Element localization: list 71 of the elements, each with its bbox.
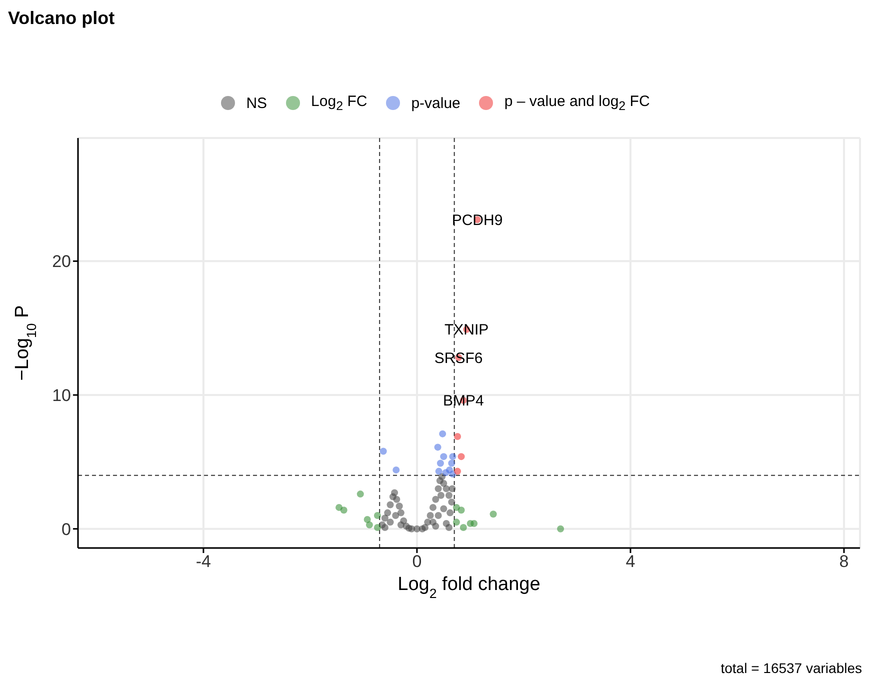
point <box>429 504 436 511</box>
point <box>366 521 373 528</box>
x-tick-label: -4 <box>196 552 212 572</box>
point <box>386 501 394 508</box>
point <box>380 448 387 455</box>
legend-label: NS <box>246 94 268 112</box>
point <box>446 509 454 516</box>
point <box>439 430 446 438</box>
point <box>391 489 398 496</box>
point <box>436 460 444 467</box>
point <box>454 433 462 440</box>
annotation: BMP4 <box>442 392 484 410</box>
point <box>440 480 448 487</box>
point <box>434 444 442 451</box>
point <box>442 485 450 492</box>
point <box>421 524 428 532</box>
point <box>386 518 394 526</box>
point <box>445 524 452 532</box>
point <box>374 512 381 519</box>
legend-label: p – value and log$_{2}$ FC <box>504 93 650 113</box>
point <box>432 522 440 530</box>
point <box>440 453 448 460</box>
point <box>434 485 442 492</box>
point <box>446 466 454 474</box>
point <box>374 524 381 532</box>
point <box>448 498 456 506</box>
point <box>397 521 404 528</box>
point <box>434 512 442 519</box>
x-axis-title: Log$_{2}$ fold change <box>398 574 540 600</box>
point <box>448 460 456 467</box>
point <box>381 524 388 532</box>
point <box>397 509 404 516</box>
point <box>437 492 444 499</box>
point <box>449 453 456 460</box>
point <box>454 468 462 475</box>
point <box>557 525 564 532</box>
point <box>460 524 467 532</box>
point <box>393 496 400 503</box>
legend-label: Log$_{2}$ FC <box>311 93 368 113</box>
point <box>392 512 400 519</box>
point <box>384 509 392 516</box>
point <box>356 490 364 498</box>
point <box>364 516 371 523</box>
annotation: SRSF6 <box>434 350 483 367</box>
point <box>336 504 343 511</box>
point <box>490 510 497 518</box>
point <box>470 520 478 528</box>
point <box>381 514 388 522</box>
y-tick-label: 0 <box>62 520 71 539</box>
legend-label: p-value <box>411 94 460 112</box>
point <box>426 512 434 519</box>
point <box>432 496 440 503</box>
point <box>396 502 403 510</box>
y-tick-label: 10 <box>52 386 71 406</box>
x-tick-label: 8 <box>839 552 849 572</box>
chart-title: Volcano plot <box>8 8 116 30</box>
annotation: TXNIP <box>444 322 489 339</box>
x-tick-label: 4 <box>626 552 636 572</box>
point <box>392 466 400 474</box>
x-tick-label: 0 <box>412 552 422 572</box>
annotation: PCDH9 <box>452 212 503 229</box>
point <box>448 485 456 492</box>
point <box>435 468 442 475</box>
point <box>452 518 460 526</box>
point <box>340 506 348 514</box>
point <box>440 505 448 512</box>
text: total = 16537 variables <box>720 660 862 676</box>
point <box>452 504 460 511</box>
point <box>445 492 452 499</box>
y-tick-label: 20 <box>52 252 71 272</box>
point <box>458 453 465 460</box>
